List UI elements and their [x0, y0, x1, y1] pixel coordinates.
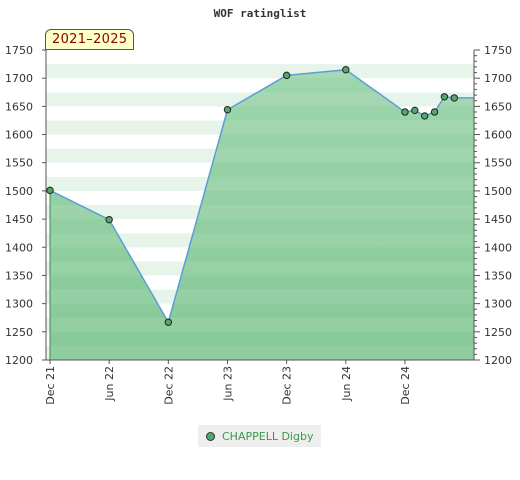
y-tick-label: 1250: [5, 326, 33, 339]
data-point[interactable]: [46, 186, 54, 195]
data-point[interactable]: [420, 112, 429, 120]
background-band: [46, 50, 474, 65]
y-tick-label: 1650: [5, 100, 33, 113]
data-point[interactable]: [440, 93, 449, 101]
area-fill: [50, 69, 474, 361]
y-tick-label-right: 1550: [484, 157, 512, 170]
y-tick-label: 1700: [5, 72, 33, 85]
data-point[interactable]: [411, 106, 419, 115]
y-tick-label: 1400: [5, 241, 33, 254]
background-band: [46, 64, 474, 79]
area-band: [50, 233, 474, 248]
y-tick-label-right: 1700: [484, 72, 512, 85]
area-band: [50, 317, 474, 332]
data-point[interactable]: [105, 215, 113, 224]
y-tick-label: 1200: [5, 354, 33, 367]
y-tick-label: 1750: [5, 44, 33, 57]
series-points: [46, 66, 458, 326]
y-tick-label-right: 1350: [484, 269, 512, 282]
x-tick-label: Jun 23: [221, 366, 234, 402]
y-tick-label: 1300: [5, 298, 33, 311]
legend-marker: [206, 431, 215, 441]
y-tick-label-right: 1200: [484, 354, 512, 367]
y-tick-label: 1500: [5, 185, 33, 198]
y-axis-left: 1200 1250 1300 1350 1400 1450 1500 1550 1600 1650…: [5, 44, 47, 367]
area-band: [50, 345, 474, 360]
x-axis: Dec 21 Jun 22 Dec 22 Jun 23 Dec 23 Jun 24 Dec …: [44, 359, 474, 405]
y-tick-label-right: 1400: [484, 241, 512, 254]
data-point[interactable]: [401, 108, 409, 116]
x-tick-label: Jun 24: [340, 366, 353, 402]
x-tick-label: Jun 22: [103, 366, 116, 402]
data-point[interactable]: [430, 108, 439, 116]
legend-label: CHAPPELL Digby: [222, 429, 314, 443]
y-tick-label-right: 1500: [484, 185, 512, 198]
y-tick-label: 1550: [5, 157, 33, 170]
period-badge: 2021–2025: [45, 29, 135, 50]
y-tick-label-right: 1650: [484, 100, 512, 113]
legend[interactable]: CHAPPELL Digby: [198, 425, 322, 447]
data-point[interactable]: [450, 94, 458, 102]
y-tick-label-right: 1450: [484, 213, 512, 226]
y-tick-label-right: 1250: [484, 326, 512, 339]
y-tick-label-right: 1750: [484, 44, 512, 57]
data-point[interactable]: [164, 318, 173, 326]
x-tick-label: Dec 24: [399, 366, 412, 405]
data-point[interactable]: [223, 106, 232, 114]
x-tick-label: Dec 22: [162, 366, 175, 405]
chart-title: WOF ratinglist: [214, 7, 307, 20]
data-point[interactable]: [282, 71, 291, 80]
y-tick-label: 1350: [5, 269, 33, 282]
x-tick-label: Dec 23: [281, 366, 294, 405]
y-tick-label-right: 1600: [484, 129, 512, 142]
y-tick-label: 1450: [5, 213, 33, 226]
y-axis-right: 1200 1250 1300 1350 1400 1450 1500 1550 1600 1650…: [473, 44, 512, 367]
area-band: [50, 289, 474, 304]
area-band: [50, 261, 474, 276]
y-tick-label: 1600: [5, 129, 33, 142]
data-point[interactable]: [342, 66, 350, 74]
y-tick-label-right: 1300: [484, 298, 512, 311]
x-tick-label: Dec 21: [44, 366, 57, 405]
